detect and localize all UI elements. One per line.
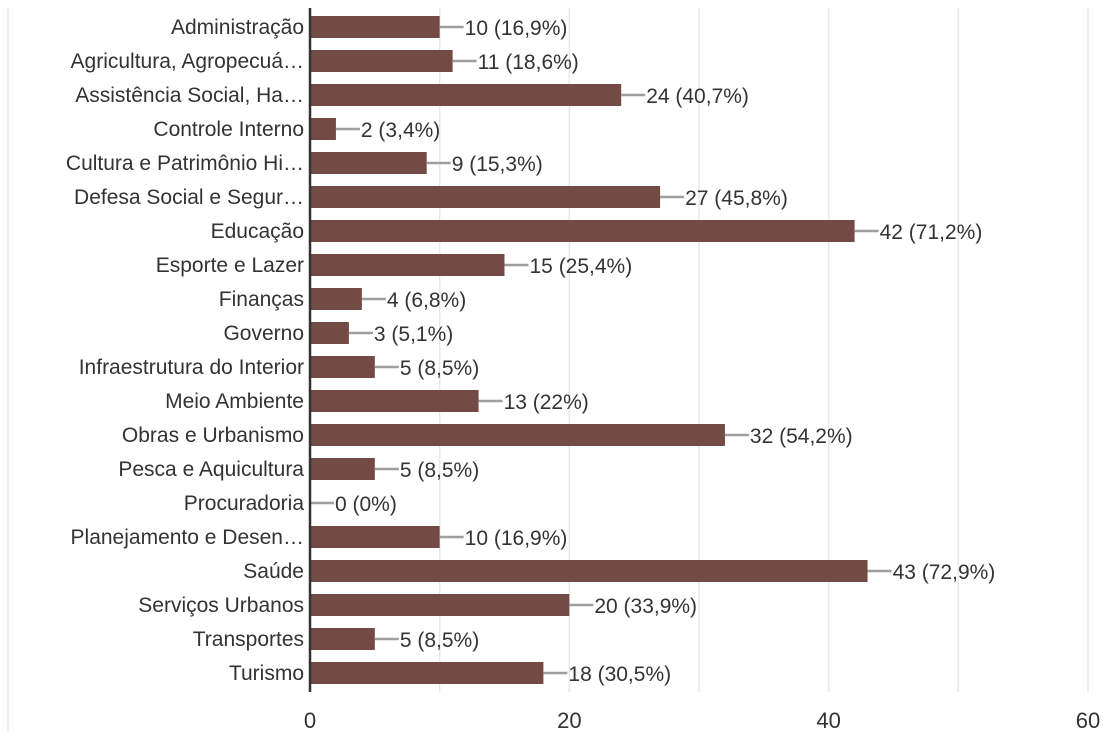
- category-label: Cultura e Patrimônio Hi…: [66, 152, 304, 175]
- value-label: 4 (6,8%): [387, 289, 466, 312]
- bar: [310, 322, 349, 344]
- bar: [310, 526, 440, 548]
- value-label: 5 (8,5%): [400, 459, 479, 482]
- category-label: Esporte e Lazer: [156, 254, 304, 277]
- category-label: Serviços Urbanos: [138, 594, 304, 617]
- bar: [310, 458, 375, 480]
- category-label: Obras e Urbanismo: [122, 424, 304, 447]
- category-label: Educação: [211, 220, 304, 243]
- value-label: 18 (30,5%): [568, 663, 671, 686]
- bar: [310, 560, 868, 582]
- category-label: Turismo: [229, 662, 304, 685]
- bar: [310, 152, 427, 174]
- category-label: Administração: [171, 16, 304, 39]
- category-label: Governo: [223, 322, 304, 345]
- bar: [310, 118, 336, 140]
- value-label: 5 (8,5%): [400, 629, 479, 652]
- value-label: 32 (54,2%): [750, 425, 853, 448]
- bar: [310, 662, 544, 684]
- category-labels: Administração Agricultura, Agropecuá… Assi…: [66, 16, 304, 685]
- leader-lines: [310, 25, 892, 675]
- value-labels: 10 (16,9%) 11 (18,6%) 24 (40,7%) 2 (3,4%) 9 …: [335, 17, 995, 686]
- x-tick-label: 40: [816, 708, 840, 731]
- value-label: 11 (18,6%): [478, 51, 579, 74]
- value-label: 43 (72,9%): [893, 561, 996, 584]
- bar: [310, 628, 375, 650]
- value-label: 0 (0%): [335, 493, 397, 516]
- value-label: 10 (16,9%): [465, 17, 568, 40]
- bars: [310, 16, 868, 684]
- category-label: Pesca e Aquicultura: [118, 458, 304, 481]
- x-tick-label: 20: [557, 708, 581, 731]
- value-label: 13 (22%): [504, 391, 589, 414]
- category-label: Transportes: [193, 628, 304, 651]
- value-label: 9 (15,3%): [452, 153, 543, 176]
- category-label: Assistência Social, Ha…: [75, 84, 304, 107]
- gridlines: [7, 8, 1089, 731]
- bar: [310, 84, 622, 106]
- value-label: 15 (25,4%): [530, 255, 633, 278]
- value-label: 5 (8,5%): [400, 357, 479, 380]
- value-label: 24 (40,7%): [646, 85, 749, 108]
- x-tick-label: 0: [304, 708, 316, 731]
- bar: [310, 390, 479, 412]
- category-label: Defesa Social e Segur…: [74, 186, 304, 209]
- value-label: 27 (45,8%): [685, 187, 788, 210]
- category-label: Meio Ambiente: [165, 390, 304, 413]
- value-label: 2 (3,4%): [361, 119, 440, 142]
- category-label: Saúde: [243, 560, 304, 583]
- bar: [310, 424, 725, 446]
- value-label: 3 (5,1%): [374, 323, 453, 346]
- bar: [310, 50, 453, 72]
- x-tick-label: 60: [1076, 708, 1100, 731]
- value-label: 20 (33,9%): [594, 595, 697, 618]
- bar: [310, 288, 362, 310]
- bar: [310, 186, 661, 208]
- category-label: Controle Interno: [153, 118, 304, 141]
- category-label: Finanças: [219, 288, 304, 311]
- category-label: Infraestrutura do Interior: [79, 356, 304, 379]
- bar: [310, 220, 855, 242]
- value-label: 42 (71,2%): [880, 221, 983, 244]
- bar: [310, 594, 570, 616]
- bar: [310, 254, 505, 276]
- category-label: Procuradoria: [184, 492, 305, 515]
- value-label: 10 (16,9%): [465, 527, 568, 550]
- category-label: Agricultura, Agropecuá…: [71, 50, 304, 73]
- x-axis-tick-labels: 0 20 40 60: [304, 708, 1100, 731]
- bar: [310, 356, 375, 378]
- bar: [310, 16, 440, 38]
- category-label: Planejamento e Desen…: [71, 526, 304, 549]
